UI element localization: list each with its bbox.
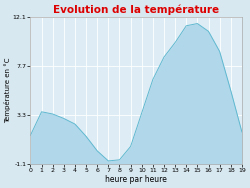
X-axis label: heure par heure: heure par heure (105, 175, 167, 184)
Y-axis label: Température en °C: Température en °C (4, 58, 11, 123)
Title: Evolution de la température: Evolution de la température (53, 4, 219, 15)
